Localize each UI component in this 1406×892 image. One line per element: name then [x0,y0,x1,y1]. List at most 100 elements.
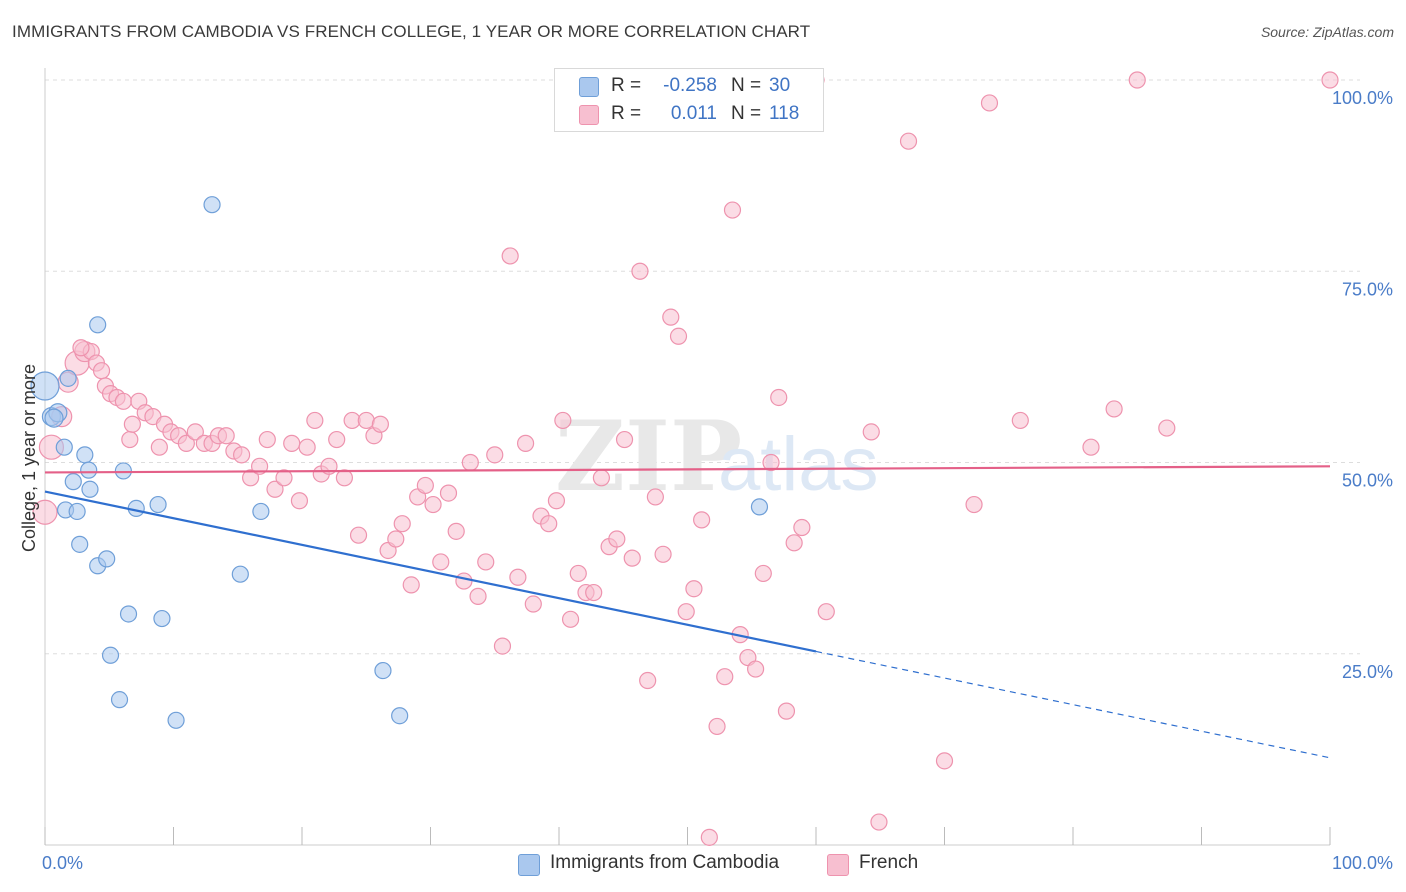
cambodia-point [110,691,129,709]
french-point [608,530,626,548]
cambodia-point [71,535,89,553]
french-point [509,568,527,586]
cambodia-point [167,711,185,729]
cambodia-point [44,408,64,428]
french-point [708,717,726,736]
french-point [393,515,411,533]
legend-n-label: N = [731,103,762,124]
cambodia-legend-swatch [518,854,540,876]
french-point [540,515,558,533]
french-point [349,526,368,544]
french-point [461,453,479,472]
source-credit: Source: ZipAtlas.com [1260,24,1394,40]
french-point [123,415,141,433]
french-point [554,411,572,430]
french-point [424,495,442,514]
cambodia-point [59,369,77,387]
cambodia-point [81,480,99,498]
french-point [432,553,450,571]
y-tick-label: 25.0% [1342,662,1393,682]
french-trend-line [44,465,1331,474]
cambodia-point [30,371,60,401]
french-point [639,671,657,690]
legend-r-label: R = [611,75,642,96]
cambodia-point [203,196,221,214]
french-point [1128,71,1146,89]
cambodia-point [68,502,86,521]
y-axis-title: College, 1 year or more [19,364,39,552]
cambodia-swatch [579,77,599,97]
french-point [770,388,788,407]
french-point [965,495,983,514]
legend-n-value: 118 [769,103,800,124]
french-point [592,469,611,487]
french-point [669,327,688,345]
legend-r-value: 0.011 [670,103,717,124]
french-point [785,534,803,552]
legend-r-value: -0.258 [663,75,717,96]
french-point [371,415,389,433]
french-point [700,828,718,846]
french-point [92,362,111,380]
cambodia-point [89,316,107,334]
french-point [1011,411,1029,430]
y-tick-label: 100.0% [1332,88,1393,108]
french-point [935,752,954,770]
french-point [335,469,354,487]
french-point [416,476,434,495]
cambodia-trend-extension [815,650,1331,759]
french-point [623,549,641,567]
french-point [793,518,811,537]
french-point [266,480,284,498]
french-point [114,392,132,410]
french-point [233,446,251,464]
legend-n-value: 30 [769,75,791,96]
french-point [477,553,495,571]
french-point [747,660,765,678]
french-point [1105,400,1123,418]
french-point [547,492,566,510]
french-point [186,423,204,441]
french-point [387,530,405,548]
legend-label-cambodia: Immigrants from Cambodia [550,852,780,873]
french-point [677,603,695,621]
french-point [646,488,664,506]
cambodia-point [149,495,167,514]
french-point [121,430,139,449]
french-point [524,595,542,613]
french-point [455,572,473,590]
french-point [486,446,504,464]
french-point [357,411,375,430]
french-point [762,453,780,472]
legend-r-label: R = [611,103,642,124]
cambodia-point [231,565,249,583]
french-point [493,637,512,655]
french-point [585,583,603,602]
cambodia-point [64,473,82,491]
french-point [402,576,420,594]
french-point [283,434,301,452]
legend-n-label: N = [731,75,762,96]
french-point [817,603,835,621]
cambodia-point [98,550,116,568]
french-point [328,430,346,449]
trend-lines [44,465,1331,759]
french-point [870,813,888,831]
french-point [777,702,796,720]
watermark-atlas: atlas [718,422,879,507]
x-tick-label: 100.0% [1332,853,1393,873]
cambodia-point [80,461,98,479]
french-point [275,469,293,487]
cambodia-point [114,462,132,480]
french-swatch [579,105,599,125]
series-legend: Immigrants from Cambodia French [0,852,1406,878]
french-point [298,438,316,456]
y-tick-label: 50.0% [1342,471,1393,491]
french-point [1082,438,1100,456]
french-point [693,511,711,529]
french-point [217,427,235,445]
cambodia-point [750,498,769,516]
french-point [716,668,734,686]
cambodia-point [153,609,171,628]
french-point [447,522,465,540]
